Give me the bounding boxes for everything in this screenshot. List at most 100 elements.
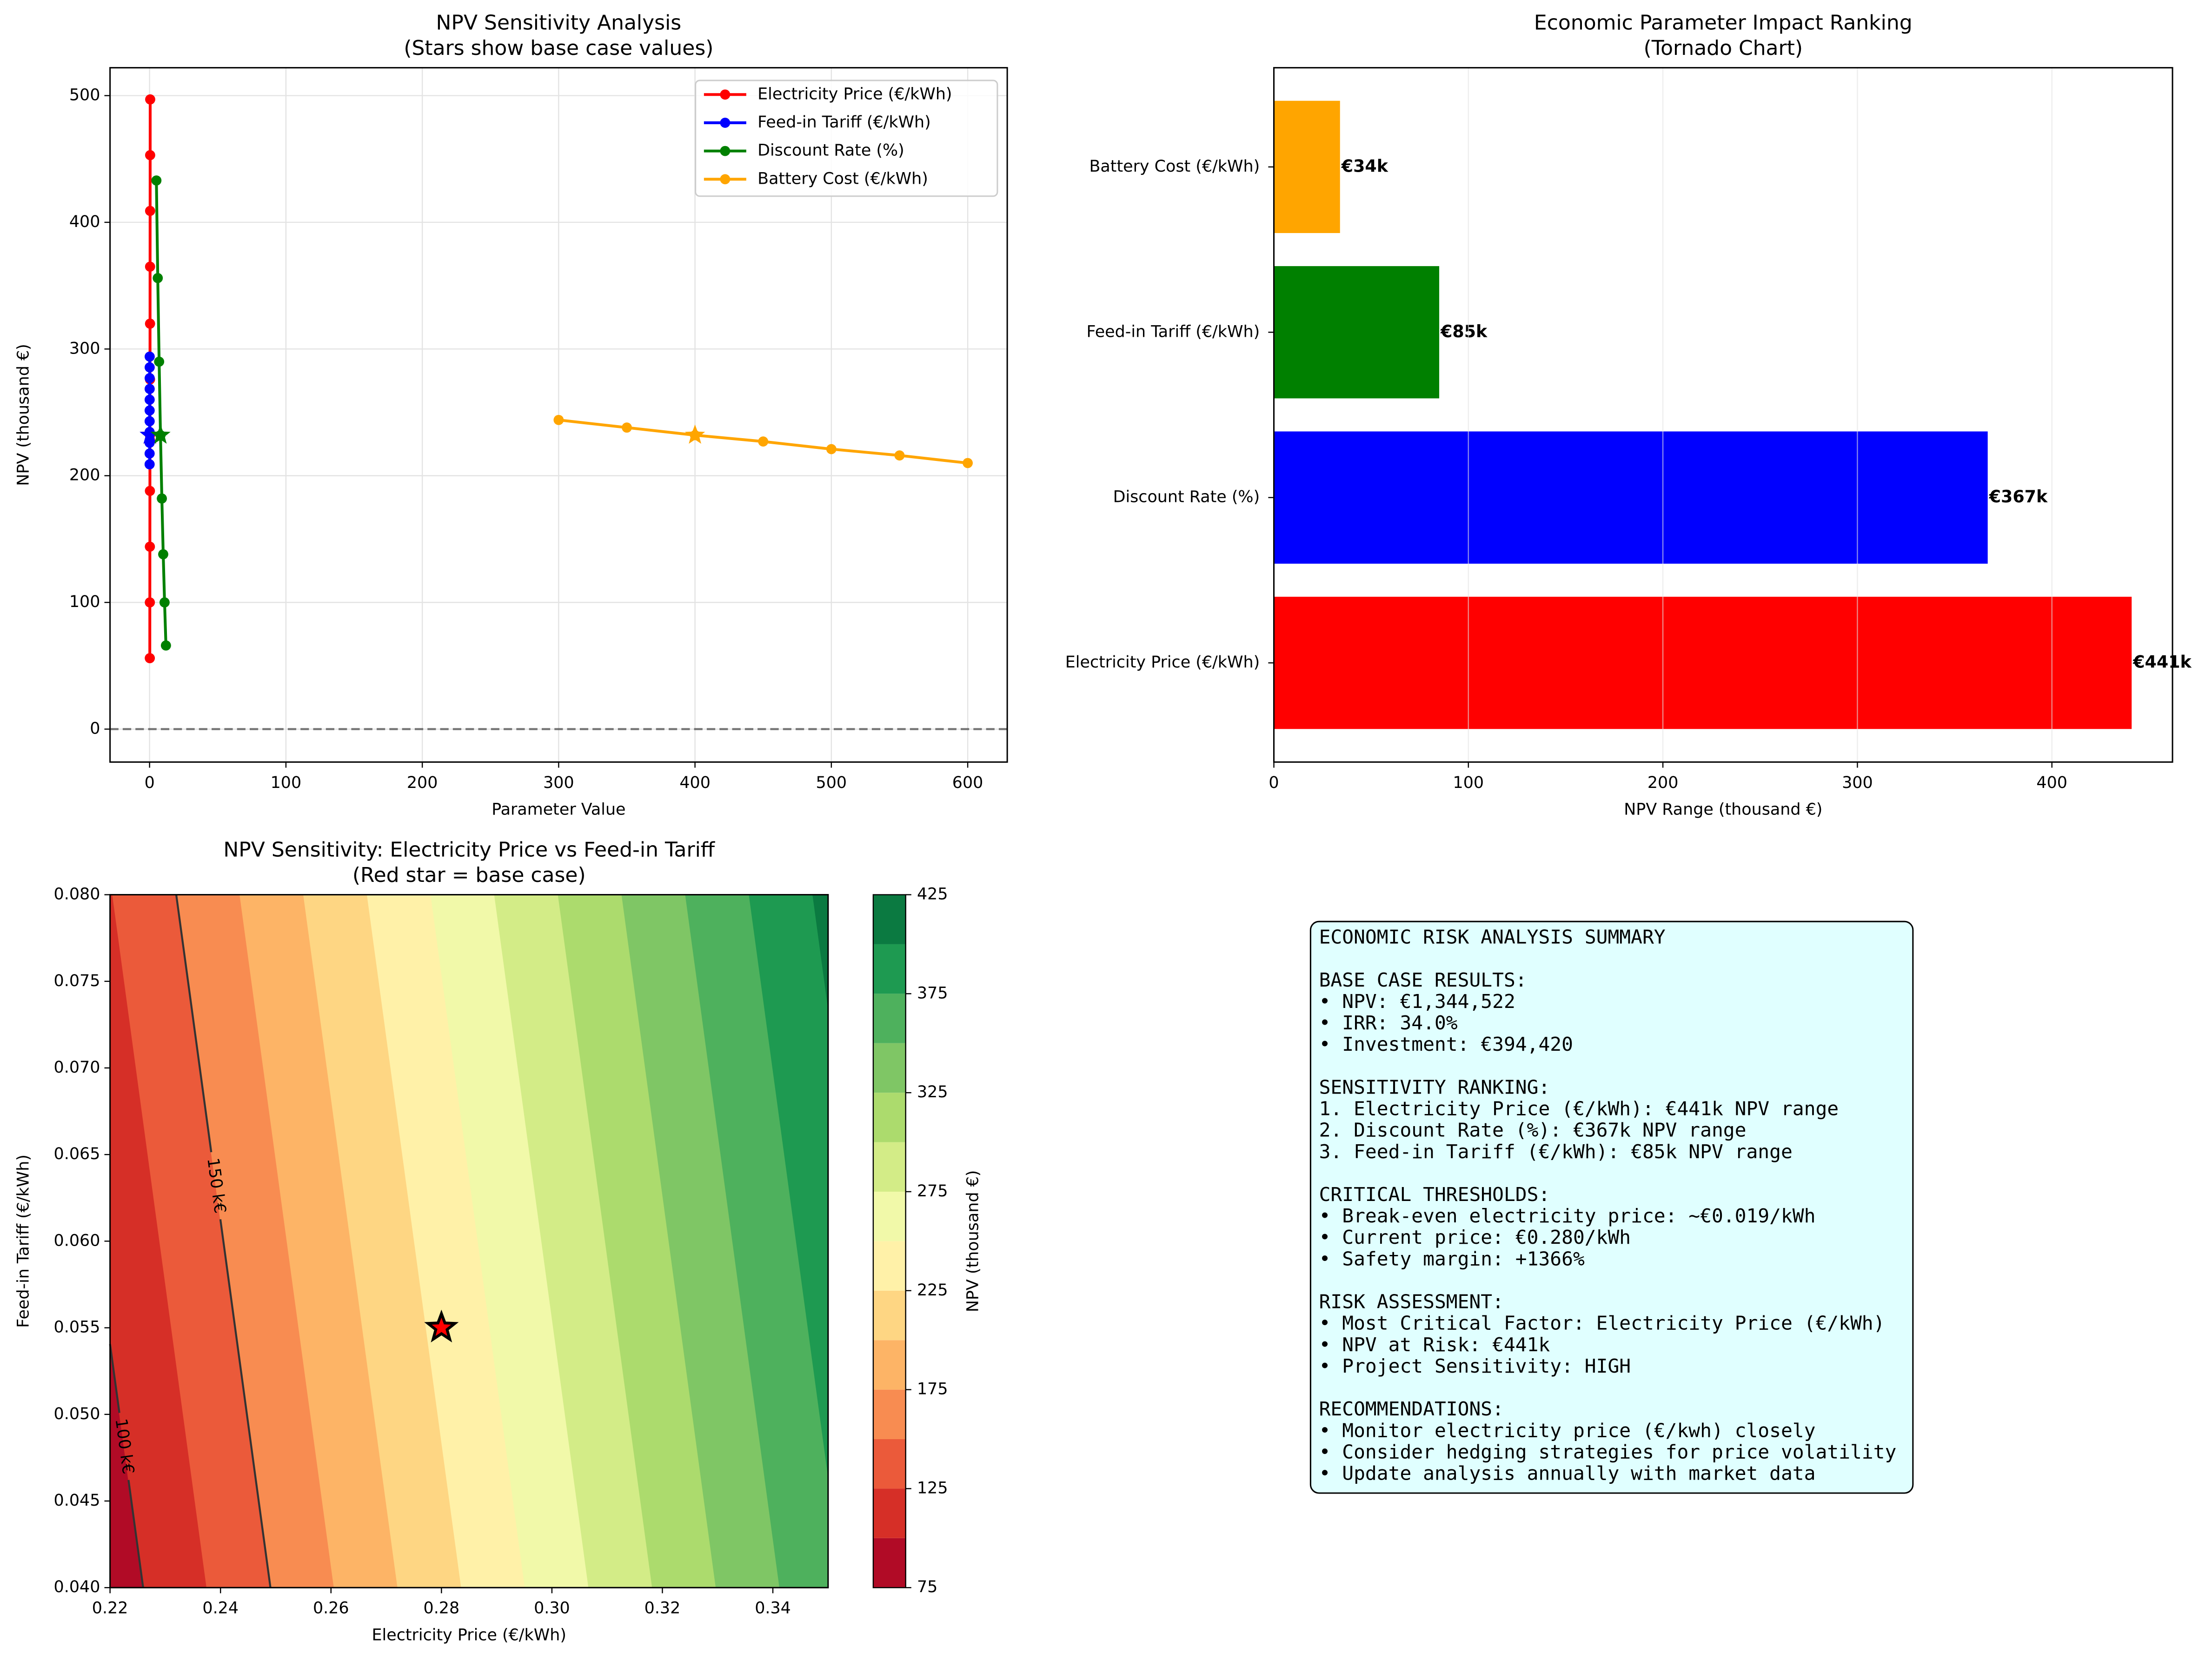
- value-label: €85k: [1440, 321, 1488, 341]
- value-label: €441k: [2132, 652, 2192, 672]
- summary-line: • Safety margin: +1366%: [1319, 1247, 1585, 1270]
- point: [151, 175, 162, 186]
- summary-heading: BASE CASE RESULTS:: [1319, 969, 1527, 991]
- colorbar-band: [873, 994, 906, 1043]
- contour-line: [109, 1344, 144, 1588]
- legend-label: Battery Cost (€/kWh): [757, 169, 928, 188]
- y-tick-label: 0.050: [54, 1405, 100, 1423]
- legend-marker: [720, 174, 731, 185]
- x-tick-label: 100: [1453, 774, 1484, 792]
- summary-line: 2. Discount Rate (%): €367k NPV range: [1319, 1119, 1747, 1141]
- point: [622, 422, 632, 433]
- x-axis-label: Electricity Price (€/kWh): [372, 1626, 566, 1644]
- point: [157, 493, 167, 504]
- y-tick-label: 0.065: [54, 1145, 100, 1163]
- x-tick-label: 400: [2036, 774, 2067, 792]
- chart-subtitle: (Red star = base case): [352, 863, 586, 887]
- colorbar-tick-label: 325: [917, 1083, 948, 1101]
- chart-title: Economic Parameter Impact Ranking: [1534, 11, 1913, 35]
- point: [145, 150, 155, 160]
- contour-line: [175, 894, 272, 1588]
- colorbar-band: [873, 1043, 906, 1093]
- x-tick-label: 0.32: [644, 1599, 681, 1618]
- summary-line: • Current price: €0.280/kWh: [1319, 1226, 1631, 1248]
- x-tick-label: 400: [679, 774, 711, 792]
- category-label: Feed-in Tariff (€/kWh): [1087, 322, 1260, 341]
- point: [144, 362, 155, 373]
- x-tick-label: 200: [1647, 774, 1679, 792]
- y-tick-label: 0.055: [54, 1318, 100, 1337]
- summary-box: [1309, 921, 1914, 1494]
- colorbar-band: [873, 894, 906, 944]
- legend-label: Electricity Price (€/kWh): [757, 85, 952, 103]
- point: [145, 94, 155, 105]
- x-tick-label: 300: [1842, 774, 1873, 792]
- point: [144, 394, 155, 405]
- x-tick-label: 0.26: [313, 1599, 349, 1618]
- legend-marker: [720, 118, 731, 128]
- x-tick-label: 200: [407, 774, 438, 792]
- point: [145, 206, 155, 216]
- point: [160, 640, 171, 651]
- y-tick-label: 400: [69, 213, 100, 231]
- point: [145, 486, 155, 496]
- summary-line: • Consider hedging strategies for price …: [1319, 1441, 1897, 1463]
- x-axis-label: Parameter Value: [492, 800, 625, 819]
- point: [154, 356, 165, 367]
- x-tick-label: 0.22: [92, 1599, 128, 1618]
- summary-line: • NPV at Risk: €441k: [1319, 1334, 1550, 1356]
- bar: [1274, 266, 1440, 399]
- point: [758, 436, 769, 447]
- category-label: Discount Rate (%): [1113, 488, 1260, 507]
- y-tick-label: 0.060: [54, 1231, 100, 1250]
- colorbar-tick-label: 275: [917, 1182, 948, 1201]
- colorbar-band: [873, 1241, 906, 1291]
- point: [144, 416, 155, 427]
- point: [894, 450, 905, 461]
- point: [159, 597, 170, 608]
- point: [145, 541, 155, 552]
- y-axis-label: NPV (thousand €): [14, 344, 33, 486]
- summary-heading: RISK ASSESSMENT:: [1319, 1291, 1504, 1313]
- colorbar-tick-label: 175: [917, 1380, 948, 1399]
- bar: [1274, 596, 2132, 729]
- axes-frame: [1273, 67, 2173, 763]
- x-tick-label: 0.30: [534, 1599, 570, 1618]
- y-tick-label: 0.075: [54, 972, 100, 990]
- summary-heading: CRITICAL THRESHOLDS:: [1319, 1183, 1550, 1206]
- legend-label: Discount Rate (%): [757, 141, 904, 160]
- point: [145, 318, 155, 329]
- x-tick-label: 600: [952, 774, 983, 792]
- point: [153, 273, 163, 283]
- colorbar-band: [873, 1290, 906, 1341]
- colorbar-label: NPV (thousand €): [963, 1170, 982, 1313]
- y-axis-label: Feed-in Tariff (€/kWh): [14, 1154, 33, 1328]
- bar: [1274, 100, 1340, 233]
- summary-line: 3. Feed-in Tariff (€/kWh): €85k NPV rang…: [1319, 1141, 1793, 1163]
- point: [144, 459, 155, 470]
- summary-heading: SENSITIVITY RANKING:: [1319, 1076, 1550, 1098]
- value-label: €34k: [1341, 156, 1388, 176]
- x-tick-label: 0: [1269, 774, 1279, 792]
- colorbar-band: [873, 944, 906, 994]
- colorbar-band: [873, 1538, 906, 1588]
- colorbar-tick-label: 125: [917, 1479, 948, 1497]
- y-tick-label: 0.070: [54, 1058, 100, 1077]
- base-case-star: [150, 424, 171, 444]
- base-case-star: [424, 1309, 459, 1343]
- base-case-star: [684, 424, 705, 444]
- summary-line: 1. Electricity Price (€/kWh): €441k NPV …: [1319, 1098, 1839, 1120]
- colorbar-tick-label: 225: [917, 1281, 948, 1300]
- x-tick-label: 300: [543, 774, 574, 792]
- x-tick-label: 0.34: [755, 1599, 791, 1618]
- colorbar-band: [873, 1191, 906, 1241]
- category-label: Battery Cost (€/kWh): [1089, 157, 1260, 176]
- point: [158, 549, 168, 560]
- bar: [1274, 431, 1988, 564]
- point: [144, 448, 155, 459]
- category-label: Electricity Price (€/kWh): [1065, 653, 1260, 672]
- colorbar-frame: [872, 894, 906, 1588]
- legend-marker: [720, 89, 731, 100]
- x-axis-label: NPV Range (thousand €): [1624, 800, 1822, 819]
